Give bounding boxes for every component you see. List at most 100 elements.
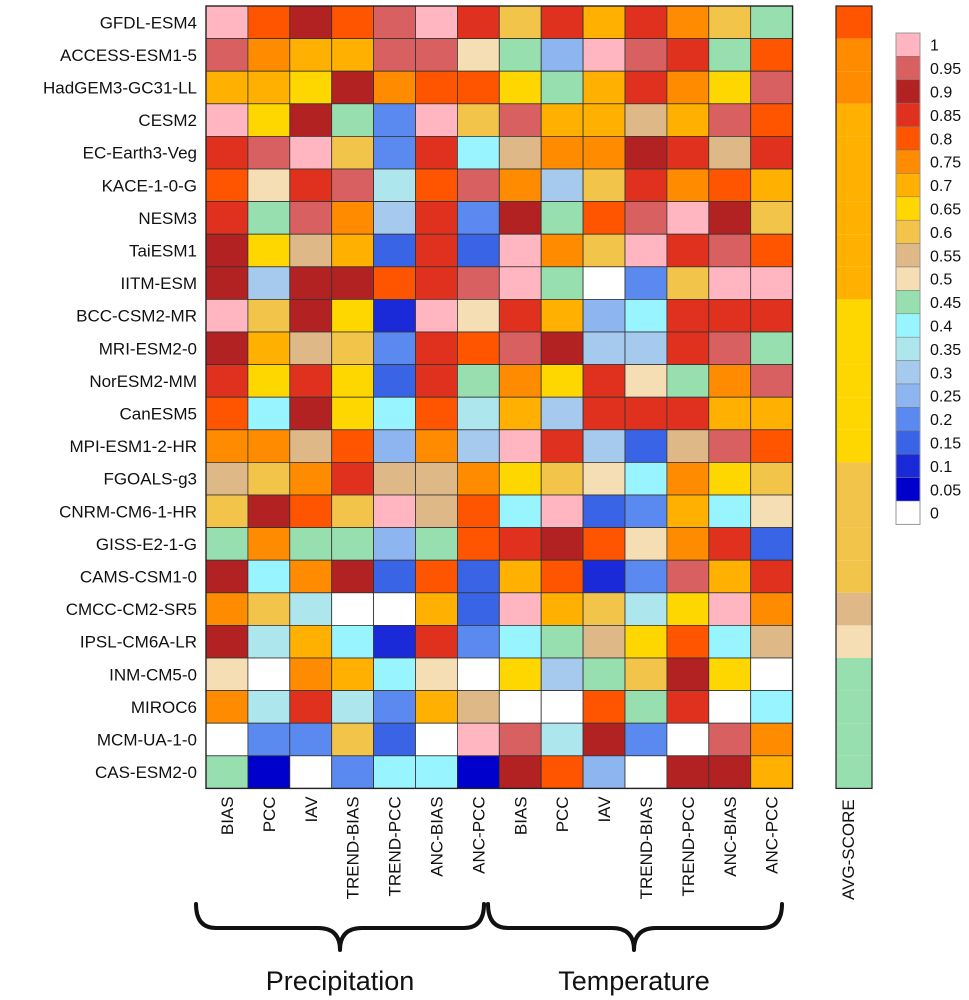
heatmap-cell — [498, 494, 542, 528]
avg-score-cell — [836, 136, 872, 169]
avg-score-cell — [836, 201, 872, 235]
heatmap-cell — [666, 722, 710, 757]
heatmap-cell — [666, 331, 710, 365]
colorbar-swatch — [895, 290, 921, 315]
heatmap-cell — [456, 755, 500, 789]
colorbar-tick-label: 0.95 — [930, 61, 961, 78]
heatmap-cell — [582, 364, 626, 398]
heatmap-cell — [331, 201, 375, 235]
heatmap-cell — [582, 592, 626, 626]
heatmap-cell — [540, 690, 584, 724]
heatmap-cell — [205, 657, 249, 691]
heatmap-cell — [666, 527, 710, 561]
heatmap-cell — [540, 592, 584, 626]
heatmap-cell — [750, 135, 794, 170]
heatmap-cell — [205, 38, 249, 72]
heatmap-cell — [498, 527, 542, 561]
row-label: CanESM5 — [120, 405, 197, 424]
heatmap-cell — [708, 527, 752, 561]
colorbar: 1 0.95 0.9 0.85 0.8 0.75 0.7 0.65 0.6 0.55 0.5 0.45… — [895, 32, 961, 525]
heatmap-cell — [289, 266, 333, 300]
heatmap-cell — [540, 429, 584, 463]
heatmap-cell — [456, 5, 500, 39]
heatmap-cell — [331, 690, 375, 724]
heatmap-cell — [456, 396, 500, 431]
heatmap-cell — [540, 331, 584, 365]
heatmap-cell — [373, 5, 416, 39]
heatmap-cell — [582, 494, 626, 528]
colorbar-tick-label: 0.05 — [930, 482, 961, 499]
heatmap-cell — [415, 592, 458, 626]
heatmap-cell — [540, 396, 584, 431]
heatmap-cell — [247, 266, 291, 300]
heatmap-cell — [540, 201, 584, 235]
column-label: TREND-BIAS — [344, 796, 363, 899]
heatmap-cell — [289, 201, 333, 235]
heatmap-cell — [205, 266, 249, 300]
heatmap-cell — [582, 657, 626, 691]
colorbar-swatch — [895, 219, 921, 244]
avg-score-cell — [836, 723, 872, 756]
heatmap-cell — [415, 690, 458, 724]
heatmap-cell — [582, 527, 626, 561]
colorbar-tick-label: 0.55 — [930, 248, 961, 265]
heatmap-cell — [498, 559, 542, 594]
colorbar-tick-label: 0.45 — [930, 295, 961, 312]
heatmap-cell — [331, 70, 375, 105]
heatmap-cell — [750, 331, 794, 365]
heatmap-cell — [750, 364, 794, 398]
heatmap-cell — [205, 559, 249, 594]
heatmap-cell — [498, 298, 542, 333]
heatmap-cell — [708, 396, 752, 431]
row-label: ACCESS-ESM1-5 — [60, 46, 197, 65]
heatmap-cell — [373, 396, 416, 431]
heatmap-cell — [456, 331, 500, 365]
heatmap-cell — [666, 396, 710, 431]
heatmap-cell — [205, 722, 249, 757]
heatmap-cell — [456, 70, 500, 105]
heatmap-cell — [415, 298, 458, 333]
heatmap-cell — [498, 755, 542, 789]
heatmap-cell — [456, 625, 500, 659]
heatmap-cell — [582, 722, 626, 757]
colorbar-swatch — [895, 149, 921, 174]
heatmap-cell — [498, 233, 542, 268]
heatmap-cell — [624, 690, 668, 724]
heatmap-cell — [582, 429, 626, 463]
colorbar-swatch — [895, 243, 921, 268]
heatmap-cell — [498, 135, 542, 170]
heatmap-cell — [373, 168, 416, 202]
colorbar-tick-label: 0.8 — [930, 131, 952, 148]
row-label: HadGEM3-GC31-LL — [43, 79, 197, 98]
heatmap-cell — [540, 135, 584, 170]
heatmap-cell — [373, 298, 416, 333]
heatmap-cell — [289, 494, 333, 528]
heatmap-cell — [750, 103, 794, 137]
row-label: MRI-ESM2-0 — [99, 339, 197, 358]
row-label: KACE-1-0-G — [102, 176, 197, 195]
heatmap-cell — [289, 331, 333, 365]
column-labels: BIAS PCC IAV TREND-BIAS TREND-PCC ANC-BIAS ANC… — [218, 796, 782, 900]
heatmap-cell — [666, 266, 710, 300]
colorbar-swatch — [895, 79, 921, 104]
heatmap-cell — [666, 135, 710, 170]
colorbar-swatch — [895, 477, 921, 502]
heatmap-cell — [666, 201, 710, 235]
heatmap-cell — [498, 461, 542, 496]
heatmap-cell — [666, 5, 710, 39]
heatmap-cell — [456, 135, 500, 170]
heatmap-cell — [540, 233, 584, 268]
colorbar-tick-label: 0.35 — [930, 342, 961, 359]
heatmap-cell — [708, 168, 752, 202]
row-label: GISS-E2-1-G — [96, 535, 197, 554]
heatmap-cell — [373, 625, 416, 659]
heatmap-cell — [624, 266, 668, 300]
heatmap-cell — [540, 298, 584, 333]
heatmap-cell — [456, 592, 500, 626]
heatmap-cell — [205, 527, 249, 561]
heatmap-cell — [205, 233, 249, 268]
row-label: CESM2 — [138, 111, 197, 130]
heatmap-cell — [247, 5, 291, 39]
precipitation-brace — [194, 902, 486, 952]
heatmap-cell — [289, 298, 333, 333]
